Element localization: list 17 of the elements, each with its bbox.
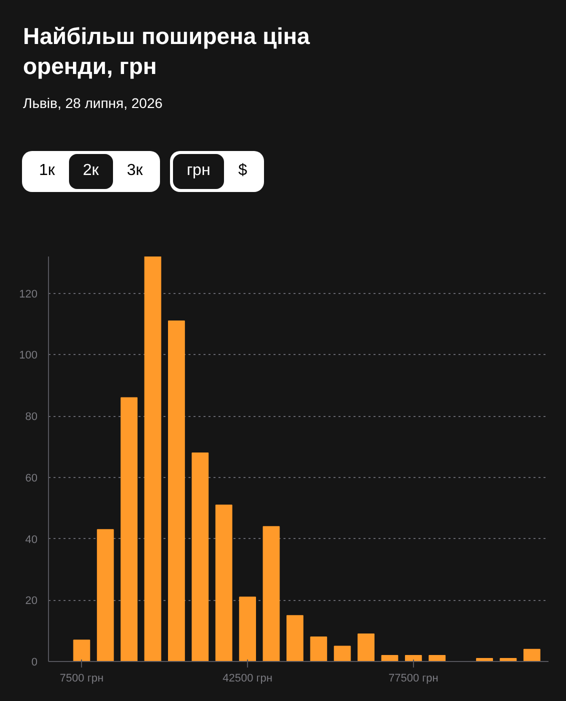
x-tick-label: 42500 грн (222, 672, 272, 684)
text: грн (172, 154, 224, 189)
y-tick-label: 120 (19, 288, 38, 300)
chart-title: Найбільш поширена ціна оренди, грн (23, 22, 311, 81)
text: 1к (38, 161, 56, 181)
text: 3к (126, 161, 144, 181)
text: 2к (68, 154, 113, 189)
y-tick-label: 80 (25, 411, 38, 424)
y-tick-label: 40 (25, 534, 38, 546)
y-tick-label: 20 (25, 595, 38, 608)
x-tick-label: 77500 грн (388, 672, 438, 684)
y-tick-label: 0 (31, 656, 38, 668)
x-tick-label: 7500 грн (60, 672, 104, 684)
chart-subtitle: Львів, 28 липня, 2026 (23, 94, 164, 113)
y-tick-label: 60 (25, 472, 38, 484)
text: $ (237, 161, 248, 181)
y-tick-label: 100 (19, 350, 38, 362)
